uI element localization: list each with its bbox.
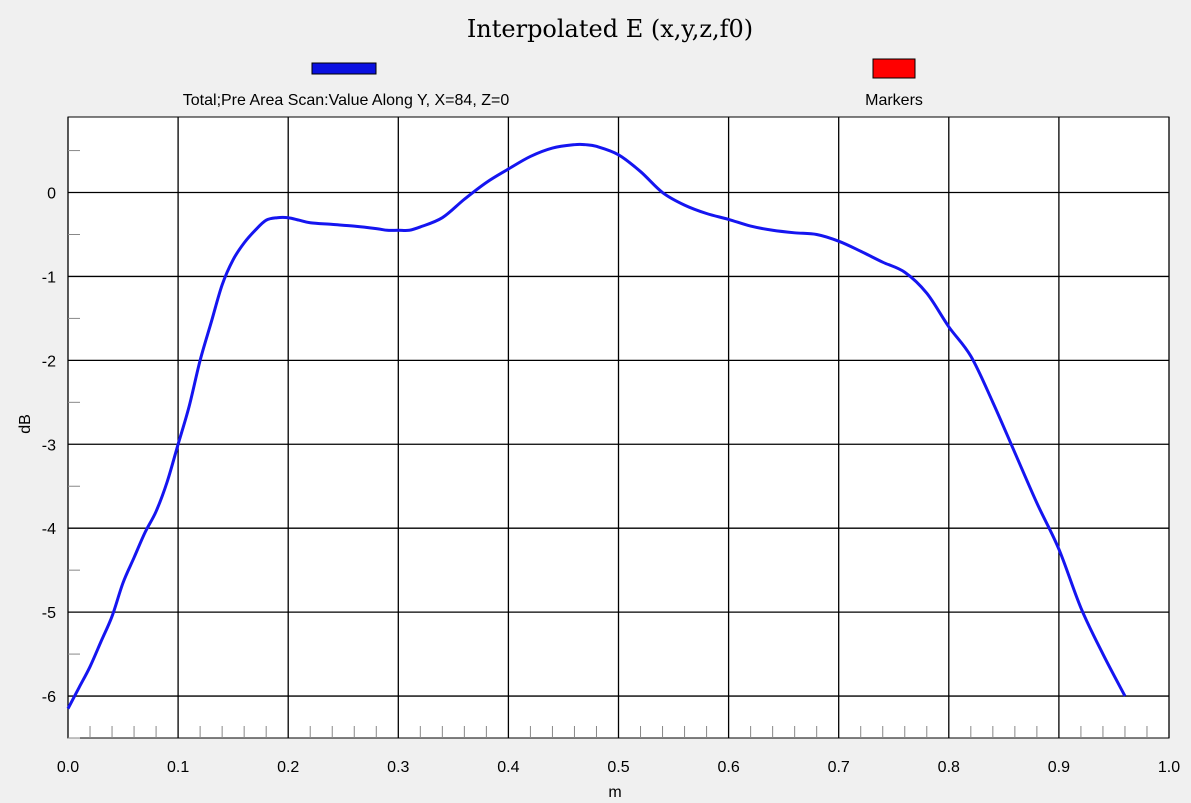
- x-tick-label: 0.0: [57, 759, 79, 776]
- x-tick-label: 0.4: [497, 759, 519, 776]
- y-axis-label: dB: [17, 414, 34, 434]
- y-tick-label: 0: [47, 186, 56, 203]
- y-tick-label: -3: [42, 437, 56, 454]
- legend-label-series: Total;Pre Area Scan:Value Along Y, X=84,…: [183, 92, 510, 109]
- x-axis-label: m: [608, 784, 621, 801]
- x-tick-label: 0.1: [167, 759, 189, 776]
- x-tick-label: 0.3: [387, 759, 409, 776]
- x-tick-label: 0.2: [277, 759, 299, 776]
- x-tick-label: 0.6: [717, 759, 739, 776]
- y-tick-label: -4: [42, 521, 56, 538]
- x-tick-label: 0.5: [607, 759, 629, 776]
- x-tick-labels: 0.0 0.1 0.2 0.3 0.4 0.5 0.6 0.7 0.8 0.9 1.0: [57, 759, 1180, 776]
- y-tick-label: -2: [42, 353, 56, 370]
- x-tick-label: 0.7: [828, 759, 850, 776]
- y-tick-labels: 0 -1 -2 -3 -4 -5 -6: [42, 186, 56, 707]
- legend-swatch-markers: [872, 58, 916, 79]
- x-tick-label: 1.0: [1158, 759, 1180, 776]
- x-tick-label: 0.8: [938, 759, 960, 776]
- y-tick-label: -6: [42, 689, 56, 706]
- chart-title: Interpolated E (x,y,z,f0): [467, 15, 753, 43]
- grid: [67, 117, 1170, 738]
- series-line-0: [66, 142, 1127, 710]
- minor-ticks: [68, 150, 1148, 739]
- y-tick-label: -5: [42, 605, 56, 622]
- series-layer: [66, 142, 1127, 710]
- x-tick-label: 0.9: [1048, 759, 1070, 776]
- y-tick-label: -1: [42, 269, 56, 286]
- legend-label-markers: Markers: [865, 92, 923, 109]
- legend-swatch-series: [311, 62, 377, 75]
